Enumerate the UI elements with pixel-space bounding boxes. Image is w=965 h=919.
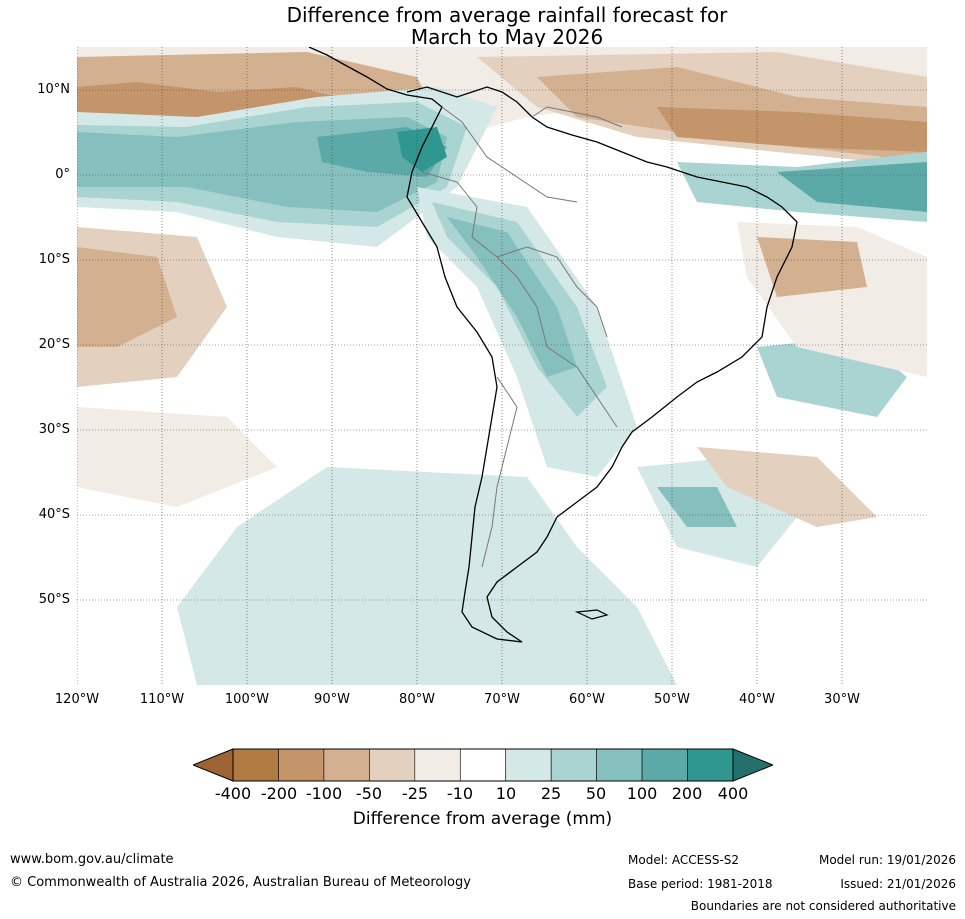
colorbar-bin xyxy=(232,748,279,782)
map-title: Difference from average rainfall forecas… xyxy=(0,4,965,48)
colorbar-bin xyxy=(641,748,688,782)
lon-label: 60°W xyxy=(569,692,605,707)
lon-label: 120°W xyxy=(54,692,100,707)
lon-label: 30°W xyxy=(824,692,860,707)
shade-region xyxy=(657,487,737,527)
colorbar-outline xyxy=(232,748,734,782)
lat-label: 10°N xyxy=(37,82,70,97)
lon-label: 100°W xyxy=(224,692,270,707)
colorbar-bin xyxy=(459,748,507,782)
lon-label: 80°W xyxy=(399,692,435,707)
lon-label: 90°W xyxy=(314,692,350,707)
colorbar-tick: 400 xyxy=(717,784,749,803)
colorbar-bin xyxy=(323,748,370,782)
lon-label: 40°W xyxy=(739,692,775,707)
country-borders xyxy=(421,106,623,568)
colorbar-tick: -10 xyxy=(446,784,474,803)
lon-label: 50°W xyxy=(654,692,690,707)
colorbar-tick: -200 xyxy=(260,784,298,803)
shade-region xyxy=(77,247,177,347)
lon-label: 110°W xyxy=(139,692,185,707)
lat-label: 20°S xyxy=(38,337,70,352)
colorbar-bin xyxy=(414,748,461,782)
colorbar-label: Difference from average (mm) xyxy=(0,809,965,829)
footer-url[interactable]: www.bom.gov.au/climate xyxy=(10,852,174,867)
colorbar-tick: 10 xyxy=(495,784,517,803)
lat-label: 30°S xyxy=(38,422,70,437)
map-svg xyxy=(77,47,927,685)
rainfall-map xyxy=(77,47,927,685)
colorbar-max-arrow xyxy=(732,748,773,782)
colorbar-bin xyxy=(596,748,643,782)
title-line-1: Difference from average rainfall forecas… xyxy=(286,3,728,27)
lon-label: 70°W xyxy=(484,692,520,707)
colorbar-tick: -25 xyxy=(401,784,429,803)
colorbar-bins xyxy=(232,748,734,782)
colorbar-bin xyxy=(550,748,597,782)
shade-region xyxy=(77,407,277,507)
shade-region xyxy=(397,127,447,172)
footer-model: Model: ACCESS-S2 xyxy=(628,853,740,867)
colorbar-bin xyxy=(687,748,734,782)
colorbar-bin xyxy=(369,748,416,782)
colorbar-tick: 25 xyxy=(540,784,562,803)
footer-base-period: Base period: 1981-2018 xyxy=(628,877,773,891)
south-america-coastline xyxy=(308,47,798,643)
footer-disclaimer: Boundaries are not considered authoritat… xyxy=(690,899,956,913)
colorbar-tick: 50 xyxy=(585,784,607,803)
lat-label: 0° xyxy=(55,167,70,182)
footer-copyright: © Commonwealth of Australia 2026, Austra… xyxy=(10,875,471,890)
shade-region xyxy=(177,467,677,685)
falklands xyxy=(574,609,609,620)
shade-region xyxy=(697,447,877,527)
shade-region xyxy=(757,237,867,297)
lat-label: 10°S xyxy=(38,252,70,267)
colorbar-tick: 100 xyxy=(626,784,658,803)
colorbar-min-arrow xyxy=(193,748,234,782)
shade-region xyxy=(657,107,927,152)
colorbar-bin xyxy=(278,748,325,782)
footer-issued: Issued: 21/01/2026 xyxy=(840,877,956,891)
colorbar xyxy=(193,748,773,782)
footer-model-run: Model run: 19/01/2026 xyxy=(818,853,956,867)
colorbar-tick: -400 xyxy=(214,784,252,803)
graticule xyxy=(77,47,927,685)
shade-region xyxy=(777,162,927,212)
colorbar-tick: -50 xyxy=(355,784,383,803)
title-line-2: March to May 2026 xyxy=(410,25,604,49)
lat-label: 40°S xyxy=(38,507,70,522)
colorbar-tick: -100 xyxy=(305,784,343,803)
lat-label: 50°S xyxy=(38,592,70,607)
colorbar-bin xyxy=(505,748,552,782)
colorbar-tick: 200 xyxy=(671,784,703,803)
colorbar-label-text: Difference from average (mm) xyxy=(352,809,613,829)
